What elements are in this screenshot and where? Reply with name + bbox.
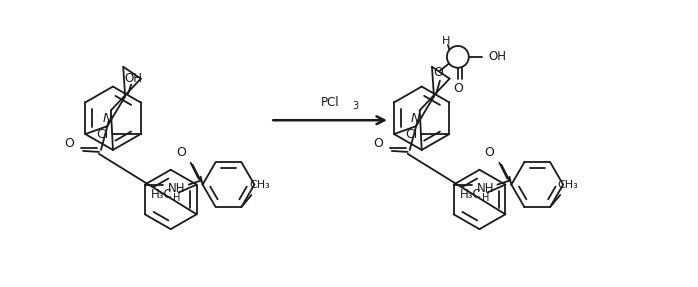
Text: O: O [433,66,443,79]
Text: P: P [454,50,462,63]
Text: H₃C: H₃C [151,188,172,201]
Text: 3: 3 [352,101,358,111]
Text: CH₃: CH₃ [249,180,269,190]
Text: NH: NH [168,182,186,195]
Text: N: N [411,112,420,125]
Text: OH: OH [489,50,507,63]
Text: O: O [64,137,74,150]
Text: Cl: Cl [406,128,417,141]
Text: CH₃: CH₃ [558,180,579,190]
Text: N: N [103,112,112,125]
Text: OH: OH [124,72,142,85]
Circle shape [447,46,469,68]
Text: O: O [453,82,463,95]
Text: NH: NH [477,182,494,195]
Text: O: O [373,137,383,150]
Text: O: O [176,146,186,159]
Text: H: H [442,36,450,46]
Text: H: H [482,193,489,203]
Text: PCl: PCl [321,96,339,109]
Text: Cl: Cl [96,128,109,141]
Text: H: H [173,193,180,203]
Text: O: O [484,146,494,159]
Text: H₃C: H₃C [459,188,482,201]
